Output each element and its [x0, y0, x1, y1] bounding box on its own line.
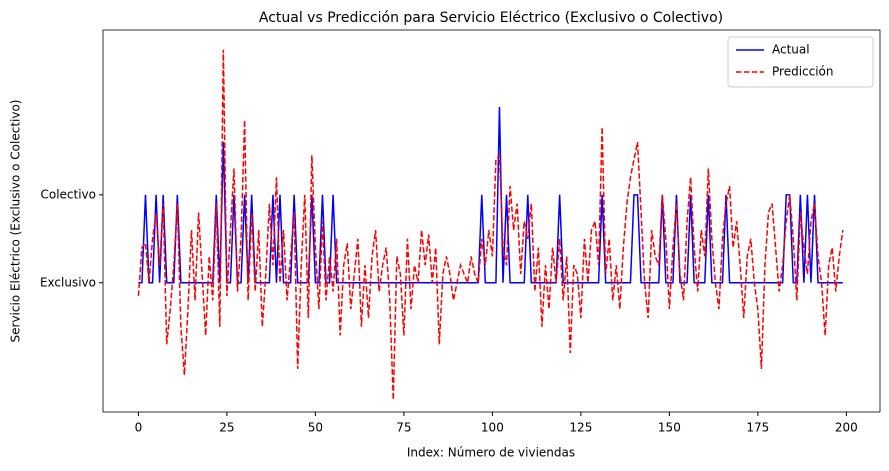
chart-title: Actual vs Predicción para Servicio Eléct… — [259, 10, 723, 26]
plot-frame — [102, 29, 881, 413]
legend-label: Actual — [772, 43, 810, 57]
y-tick-label: Exclusivo — [40, 275, 96, 289]
x-axis-label: Index: Número de viviendas — [407, 446, 575, 460]
x-tick-label: 200 — [835, 421, 858, 435]
y-tick-label: Colectivo — [40, 187, 96, 201]
x-tick-label: 125 — [569, 421, 592, 435]
y-axis-label: Servicio Eléctrico (Exclusivo o Colectiv… — [9, 100, 23, 343]
x-tick-label: 150 — [658, 421, 681, 435]
data-line — [137, 49, 844, 400]
x-tick-label: 0 — [135, 421, 143, 435]
x-tick-label: 75 — [396, 421, 411, 435]
x-tick-label: 25 — [219, 421, 234, 435]
legend-label: Predicción — [772, 65, 834, 79]
x-tick-label: 50 — [308, 421, 323, 435]
legend-box — [727, 36, 874, 88]
x-tick-label: 175 — [746, 421, 769, 435]
x-tick-label: 100 — [481, 421, 504, 435]
